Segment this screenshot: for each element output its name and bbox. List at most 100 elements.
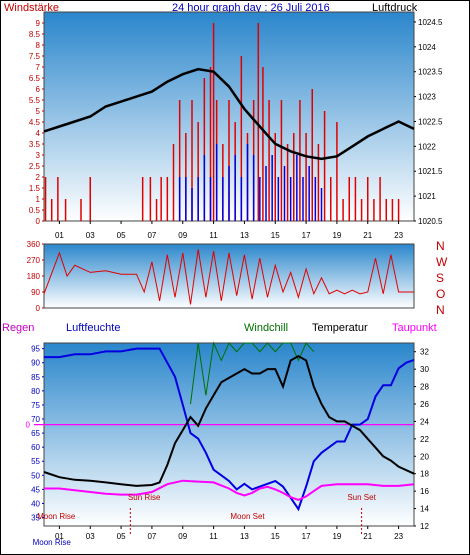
- temperature-ytick-label: 12: [420, 522, 429, 531]
- humidity-ytick-label: 45: [31, 485, 40, 494]
- wind-ytick-label: 4.5: [29, 118, 41, 127]
- wind-ytick-label: 1.5: [29, 184, 41, 193]
- dewpoint-label: Taupunkt: [392, 322, 437, 334]
- sun-set-label: Sun Set: [347, 493, 376, 502]
- wind-ytick-label: 0.5: [29, 206, 41, 215]
- windchill-line: [190, 341, 315, 405]
- wind-ytick-label: 3.5: [29, 140, 41, 149]
- humidity-ytick-label: 85: [31, 373, 40, 382]
- wind-ytick-label: 8.5: [29, 30, 41, 39]
- wind-axis-title: Windstärke: [4, 2, 60, 14]
- moon-rise-bottom-label: Moon Rise: [33, 538, 72, 547]
- top-xtick-label: 13: [240, 231, 249, 240]
- wind-ytick-label: 2: [36, 173, 41, 182]
- wind-ytick-label: 8: [36, 41, 41, 50]
- temperature-ytick-label: 26: [420, 400, 429, 409]
- pressure-axis-title: Luftdruck: [372, 2, 418, 14]
- top-xtick-label: 03: [86, 231, 95, 240]
- rain-label: Regen: [2, 322, 35, 334]
- bottom-xtick-label: 01: [55, 532, 64, 541]
- wind-ytick-label: 1: [36, 195, 41, 204]
- moon-set-label: Moon Set: [230, 512, 265, 521]
- top-xtick-label: 15: [271, 231, 280, 240]
- pressure-line: [43, 67, 415, 161]
- temperature-ytick-label: 32: [420, 348, 429, 357]
- pressure-ytick-label: 1020.5: [418, 217, 443, 226]
- sun-rise-label: Sun Rise: [128, 493, 161, 502]
- temperature-line: [43, 354, 415, 487]
- temperature-ytick-label: 18: [420, 470, 429, 479]
- humidity-label: Luftfeuchte: [66, 322, 121, 334]
- top-xtick-label: 23: [394, 231, 403, 240]
- top-xtick-label: 05: [117, 231, 126, 240]
- wind-ytick-label: 6: [36, 85, 41, 94]
- bottom-panel-background: [43, 342, 415, 527]
- bottom-xtick-label: 03: [86, 532, 95, 541]
- direction-label-n2: N: [436, 303, 445, 317]
- direction-ytick-label: 360: [27, 240, 41, 249]
- moon-rise-label: Moon Rise: [37, 512, 76, 521]
- temperature-ytick-label: 30: [420, 365, 429, 374]
- top-xtick-label: 09: [178, 231, 187, 240]
- pressure-ytick-label: 1022.5: [418, 117, 443, 126]
- direction-label-n1: N: [436, 239, 445, 253]
- pressure-ytick-label: 1022: [418, 142, 436, 151]
- temperature-ytick-label: 20: [420, 452, 429, 461]
- temperature-ytick-label: 16: [420, 487, 429, 496]
- wind-ytick-label: 4: [36, 129, 41, 138]
- humidity-ytick-label: 90: [31, 359, 40, 368]
- direction-label-w: W: [436, 255, 448, 269]
- humidity-ytick-label: 50: [31, 471, 40, 480]
- humidity-ytick-label: 80: [31, 387, 40, 396]
- pressure-ytick-label: 1024: [418, 43, 436, 52]
- direction-label-s: S: [436, 271, 445, 285]
- top-xtick-label: 07: [147, 231, 156, 240]
- wind-ytick-label: 9: [36, 19, 41, 28]
- humidity-ytick-label: 70: [31, 415, 40, 424]
- bottom-xtick-label: 19: [332, 532, 341, 541]
- temperature-ytick-label: 24: [420, 417, 429, 426]
- humidity-ytick-label: 40: [31, 499, 40, 508]
- temperature-ytick-label: 28: [420, 383, 429, 392]
- wind-direction-line: [43, 249, 414, 305]
- bottom-xtick-label: 05: [117, 532, 126, 541]
- wind-ytick-label: 3: [36, 151, 41, 160]
- humidity-ytick-label: 75: [31, 401, 40, 410]
- wind-ytick-label: 0: [36, 217, 41, 226]
- pressure-ytick-label: 1023: [418, 93, 436, 102]
- top-xtick-label: 21: [363, 231, 372, 240]
- humidity-ytick-label: 35: [31, 514, 40, 523]
- bottom-xtick-label: 13: [240, 532, 249, 541]
- bottom-xtick-label: 21: [363, 532, 372, 541]
- temperature-ytick-label: 22: [420, 435, 429, 444]
- humidity-line: [44, 347, 415, 512]
- wind-ytick-label: 5: [36, 107, 41, 116]
- bottom-xtick-label: 07: [147, 532, 156, 541]
- direction-ytick-label: 270: [27, 256, 41, 265]
- temperature-ytick-label: 14: [420, 505, 429, 514]
- wind-ytick-label: 7.5: [29, 52, 41, 61]
- wind-ytick-label: 6.5: [29, 74, 41, 83]
- pressure-ytick-label: 1024.5: [418, 18, 443, 27]
- temperature-label: Temperatur: [312, 322, 368, 334]
- windchill-label: Windchill: [244, 322, 289, 334]
- direction-label-o: O: [436, 287, 446, 301]
- rain-zero-label: 0: [26, 421, 31, 430]
- pressure-ytick-label: 1023.5: [418, 68, 443, 77]
- bottom-xtick-label: 23: [394, 532, 403, 541]
- top-xtick-label: 01: [55, 231, 64, 240]
- bottom-xtick-label: 15: [271, 532, 280, 541]
- wind-ytick-label: 2.5: [29, 162, 41, 171]
- wind-ytick-label: 7: [36, 63, 41, 72]
- bottom-xtick-label: 09: [178, 532, 187, 541]
- dewpoint-line: [44, 479, 415, 501]
- top-xtick-label: 17: [302, 231, 311, 240]
- pressure-ytick-label: 1021: [418, 192, 436, 201]
- humidity-ytick-label: 65: [31, 429, 40, 438]
- wind-ytick-label: 5.5: [29, 96, 41, 105]
- direction-ytick-label: 0: [36, 304, 41, 313]
- pressure-ytick-label: 1021.5: [418, 167, 443, 176]
- humidity-ytick-label: 55: [31, 457, 40, 466]
- top-xtick-label: 19: [332, 231, 341, 240]
